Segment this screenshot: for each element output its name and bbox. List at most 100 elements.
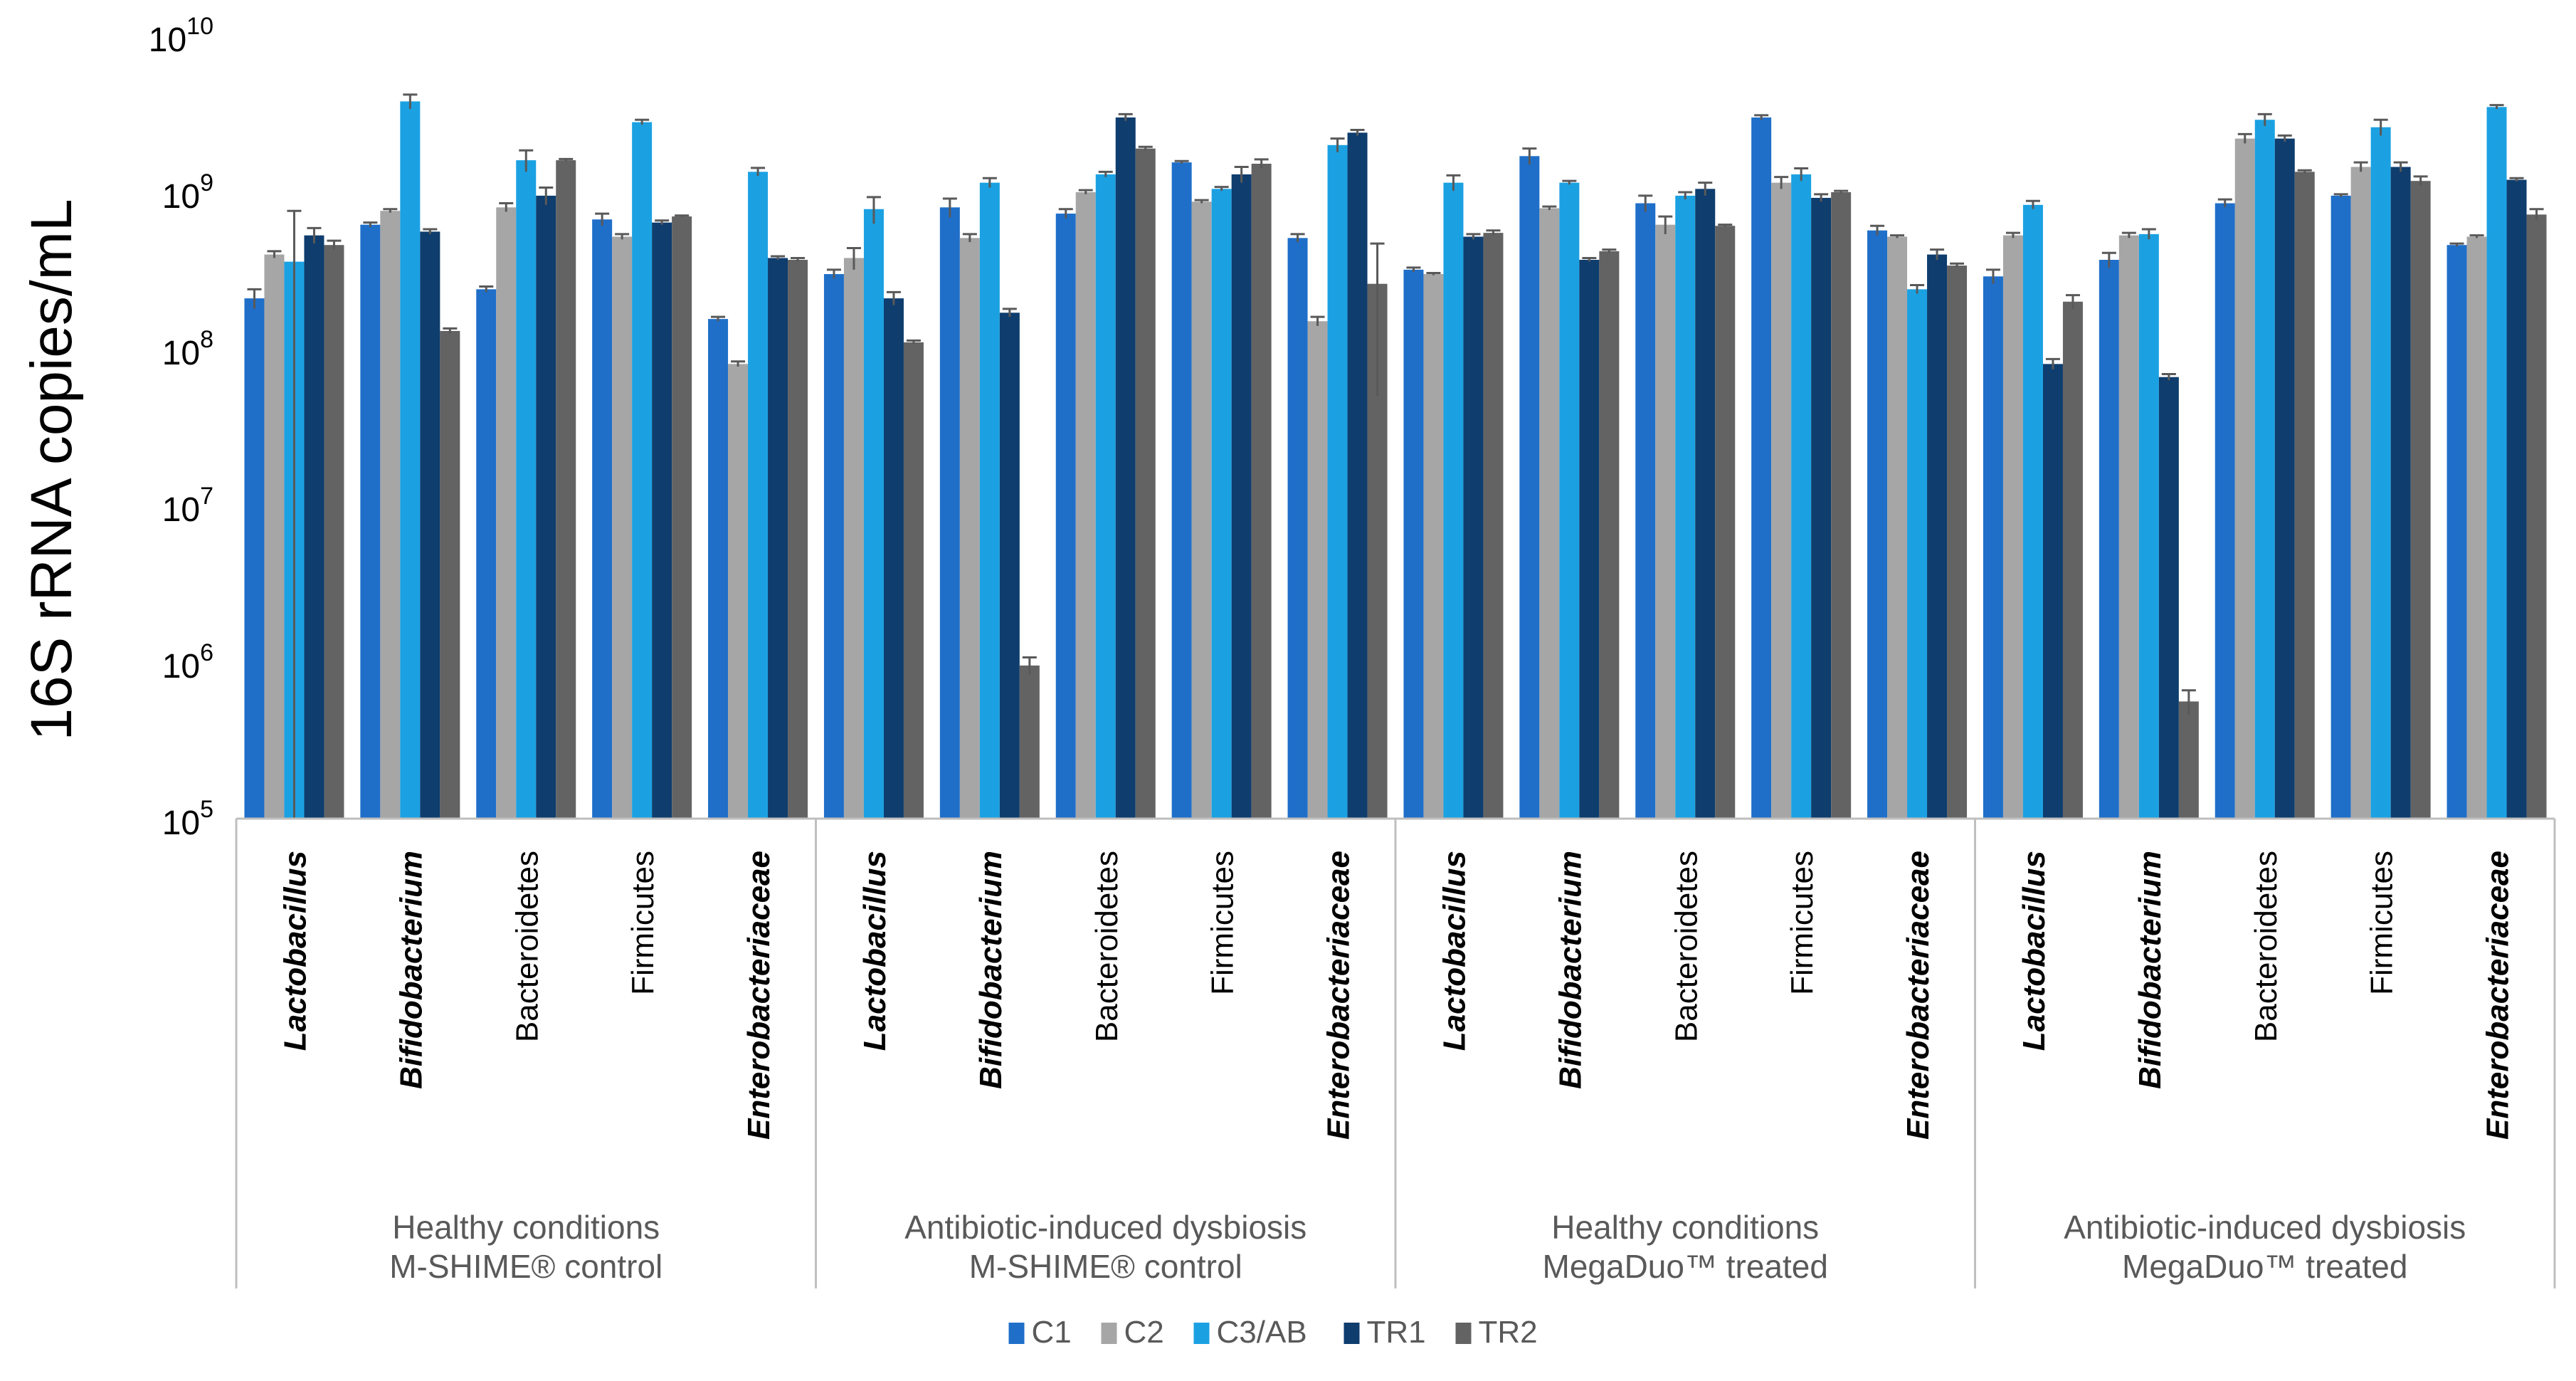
bar-c1 [2446, 245, 2467, 819]
bar-c2 [1771, 182, 1792, 819]
bar-c3-ab [979, 182, 1000, 819]
y-tick-label: 109 [162, 169, 213, 216]
bar-tr1 [1811, 197, 1832, 819]
bar-tr2 [2410, 181, 2431, 819]
bar-tr1 [1347, 132, 1368, 819]
bar-c1 [708, 319, 729, 819]
bar-tr2 [2294, 172, 2315, 819]
bar-tr2 [556, 160, 576, 819]
bar-c2 [959, 238, 980, 819]
bar-c2 [1887, 236, 1908, 819]
y-tick-label: 106 [162, 639, 213, 686]
bar-c3-ab [1559, 182, 1580, 819]
group-labels: Healthy conditions M-SHIME® controlAntibi… [389, 1209, 2466, 1285]
bar-tr2 [1947, 266, 1968, 819]
y-tick-label: 105 [162, 796, 213, 842]
bar-tr1 [2506, 179, 2527, 819]
bar-c2 [612, 236, 633, 819]
group-label-line1: Healthy conditions [1551, 1209, 1819, 1246]
legend-label: C3/AB [1217, 1315, 1307, 1350]
bar-c2 [380, 211, 401, 819]
bar-tr1 [1695, 189, 1716, 819]
bar-tr1 [420, 231, 440, 819]
bar-tr2 [2526, 214, 2547, 819]
bar-tr2 [672, 216, 692, 819]
legend-swatch [1008, 1323, 1025, 1344]
bar-c2 [1539, 208, 1560, 819]
bar-c3-ab [2370, 127, 2391, 819]
bar-tr2 [1019, 665, 1040, 819]
bar-c3-ab [1907, 289, 1928, 819]
legend-swatch [1101, 1323, 1117, 1344]
bar-c1 [244, 298, 265, 819]
bar-tr1 [2390, 167, 2411, 819]
taxon-labels: Lactobacillus Bifidobacterium Bacteroidete… [278, 851, 2515, 1140]
bar-c1 [1403, 269, 1424, 819]
bar-c2 [2234, 138, 2255, 819]
taxon-label: Enterobacteriaceae [1901, 851, 1936, 1140]
bar-c3-ab [2254, 120, 2275, 819]
bar-c1 [939, 207, 960, 819]
bar-c3-ab [1095, 174, 1116, 819]
group-label-line1: Antibiotic-induced dysbiosis [904, 1209, 1307, 1246]
bar-c1 [1751, 117, 1772, 819]
bar-c3-ab [863, 209, 884, 819]
bar-c2 [1423, 274, 1444, 819]
taxon-label: Lactobacillus [1437, 851, 1472, 1051]
bar-c2 [2350, 167, 2371, 819]
group-label-line2: M-SHIME® control [969, 1248, 1242, 1285]
bar-c1 [1519, 156, 1540, 819]
bar-c1 [476, 289, 497, 819]
bar-c2 [1307, 321, 1328, 819]
taxon-label: Bacteroidetes [1669, 851, 1704, 1042]
y-axis-ticks: 105 106 107 108 109 1010 [149, 13, 213, 842]
bar-c2 [1655, 224, 1676, 819]
bar-series [244, 101, 2547, 819]
bar-c3-ab [2138, 233, 2159, 819]
bar-c2 [2118, 235, 2139, 819]
bar-c2 [2002, 235, 2023, 819]
axis-lines [235, 817, 2556, 1288]
bar-c2 [1075, 192, 1096, 819]
bar-c2 [264, 254, 285, 819]
bar-tr1 [536, 195, 556, 819]
y-tick-label: 1010 [149, 13, 213, 59]
y-tick-label: 108 [162, 326, 213, 372]
bar-c1 [1055, 214, 1076, 819]
bar-tr2 [788, 259, 808, 819]
taxon-label: Bacteroidetes [1089, 851, 1124, 1042]
bar-tr1 [2042, 364, 2063, 819]
taxon-label: Firmicutes [625, 851, 660, 995]
legend-label: TR1 [1367, 1315, 1426, 1350]
legend: C1 C2 C3/AB TR1 TR2 [1008, 1315, 1538, 1350]
legend-swatch [1344, 1323, 1360, 1344]
bar-tr1 [2158, 377, 2179, 819]
legend-swatch [1193, 1323, 1210, 1344]
bar-c1 [823, 274, 844, 819]
bar-tr1 [652, 222, 672, 819]
bar-tr1 [768, 258, 788, 819]
legend-label: C1 [1032, 1315, 1072, 1350]
bar-c1 [2330, 195, 2351, 819]
bar-c1 [2215, 203, 2235, 819]
taxon-label: Lactobacillus [278, 851, 312, 1051]
taxon-label: Firmicutes [1785, 851, 1820, 995]
bar-tr2 [1831, 192, 1852, 819]
bar-tr2 [1483, 233, 1504, 819]
bar-tr2 [1135, 148, 1156, 819]
bar-tr1 [1463, 236, 1484, 819]
taxon-label: Bifidobacterium [394, 851, 428, 1089]
group-label-line2: MegaDuo™ treated [2122, 1248, 2407, 1285]
legend-label: C2 [1124, 1315, 1164, 1350]
group-label-line2: MegaDuo™ treated [1543, 1248, 1828, 1285]
bar-c1 [592, 219, 613, 819]
taxon-label: Bacteroidetes [510, 851, 544, 1042]
group-label-line1: Healthy conditions [392, 1209, 660, 1246]
bar-tr2 [440, 330, 460, 819]
bar-c3-ab [1443, 182, 1464, 819]
bar-c1 [1287, 238, 1308, 819]
bar-tr1 [883, 298, 904, 819]
bar-c3-ab [1675, 195, 1696, 819]
